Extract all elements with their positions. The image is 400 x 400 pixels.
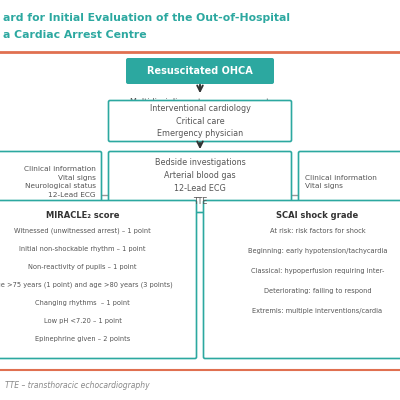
Text: Clinical information
Vital signs: Clinical information Vital signs — [305, 175, 377, 189]
FancyBboxPatch shape — [108, 100, 292, 142]
Text: Classical: hypoperfusion requiring inter-: Classical: hypoperfusion requiring inter… — [251, 268, 384, 274]
FancyBboxPatch shape — [0, 152, 102, 212]
Text: Multidisciplinary team assessment: Multidisciplinary team assessment — [130, 98, 270, 107]
Text: a Cardiac Arrest Centre: a Cardiac Arrest Centre — [3, 30, 147, 40]
Text: Bedside investigations
Arterial blood gas
12-Lead ECG
TTE: Bedside investigations Arterial blood ga… — [155, 158, 245, 206]
Text: Initial non-shockable rhythm – 1 point: Initial non-shockable rhythm – 1 point — [19, 246, 146, 252]
Text: ard for Initial Evaluation of the Out-of-Hospital: ard for Initial Evaluation of the Out-of… — [3, 13, 290, 23]
Text: Beginning: early hypotension/tachycardia: Beginning: early hypotension/tachycardia — [248, 248, 387, 254]
Text: At risk: risk factors for shock: At risk: risk factors for shock — [270, 228, 365, 234]
Text: Changing rhythms  – 1 point: Changing rhythms – 1 point — [35, 300, 130, 306]
Text: SCAI shock grade: SCAI shock grade — [276, 212, 359, 220]
FancyBboxPatch shape — [126, 58, 274, 84]
Text: Non-reactivity of pupils – 1 point: Non-reactivity of pupils – 1 point — [28, 264, 137, 270]
Text: Witnessed (unwitnessed arrest) – 1 point: Witnessed (unwitnessed arrest) – 1 point — [14, 228, 151, 234]
Text: Deteriorating: failing to respond: Deteriorating: failing to respond — [264, 288, 371, 294]
Text: Interventional cardiology
Critical care
Emergency physician: Interventional cardiology Critical care … — [150, 104, 250, 138]
Text: Resuscitated OHCA: Resuscitated OHCA — [147, 66, 253, 76]
Text: TTE – transthoracic echocardiography: TTE – transthoracic echocardiography — [5, 380, 150, 390]
FancyBboxPatch shape — [298, 152, 400, 212]
Text: Clinical information
Vital signs
Neurological status
12-Lead ECG: Clinical information Vital signs Neurolo… — [24, 166, 96, 198]
Text: Age >75 years (1 point) and age >80 years (3 points): Age >75 years (1 point) and age >80 year… — [0, 282, 173, 288]
FancyBboxPatch shape — [108, 152, 292, 212]
FancyBboxPatch shape — [0, 200, 196, 358]
Text: MIRACLE₂ score: MIRACLE₂ score — [46, 212, 119, 220]
FancyBboxPatch shape — [204, 200, 400, 358]
Text: Epinephrine given – 2 points: Epinephrine given – 2 points — [35, 336, 130, 342]
Text: Extremis: multiple interventions/cardia: Extremis: multiple interventions/cardia — [252, 308, 382, 314]
Text: Low pH <7.20 – 1 point: Low pH <7.20 – 1 point — [44, 318, 122, 324]
